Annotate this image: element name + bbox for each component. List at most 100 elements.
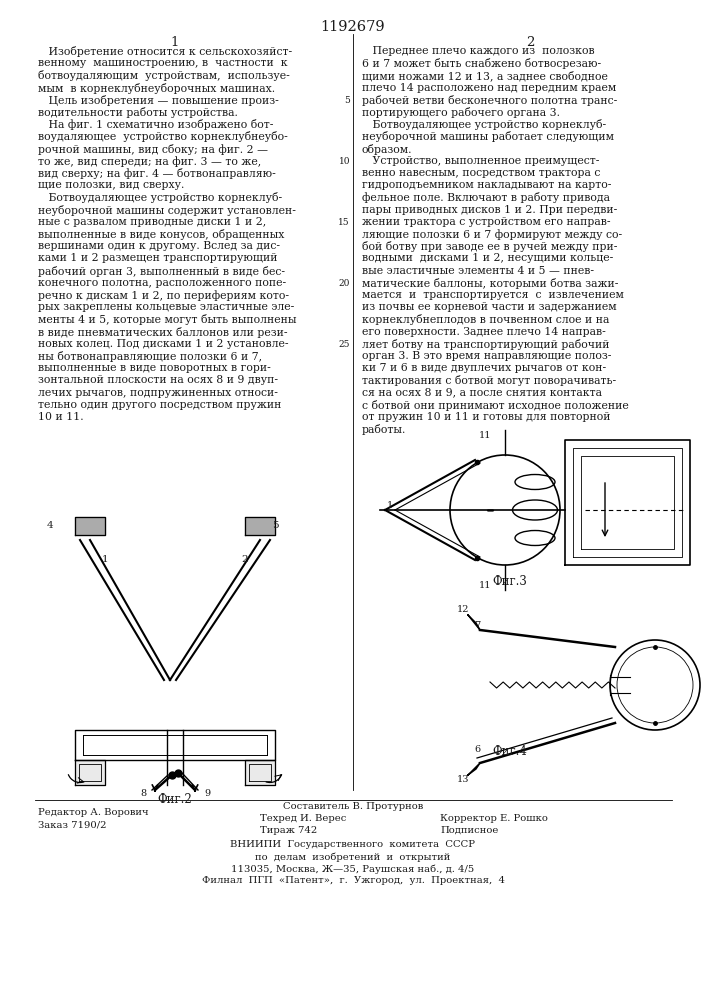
Text: Корректор Е. Рошко: Корректор Е. Рошко (440, 814, 548, 823)
Text: На фиг. 1 схематично изображено бот-: На фиг. 1 схематично изображено бот- (38, 119, 274, 130)
Text: мым  в корнеклубнеуборочных машинах.: мым в корнеклубнеуборочных машинах. (38, 83, 275, 94)
Text: орган 3. В это время направляющие полоз-: орган 3. В это время направляющие полоз- (362, 351, 612, 361)
Text: Фиг.2: Фиг.2 (158, 793, 192, 806)
Text: корнеклубнеплодов в почвенном слое и на: корнеклубнеплодов в почвенном слое и на (362, 314, 609, 325)
Text: Филнал  ПГП  «Патент»,  г.  Ужгород,  ул.  Проектная,  4: Филнал ПГП «Патент», г. Ужгород, ул. Про… (201, 876, 505, 885)
Text: Подписное: Подписное (440, 826, 498, 835)
Text: Цель изобретения — повышение произ-: Цель изобретения — повышение произ- (38, 95, 279, 106)
Text: менты 4 и 5, которые могут быть выполнены: менты 4 и 5, которые могут быть выполнен… (38, 314, 296, 325)
Text: воудаляющее  устройство корнеклубнеубо-: воудаляющее устройство корнеклубнеубо- (38, 131, 288, 142)
Text: вые эластичные элементы 4 и 5 — пнев-: вые эластичные элементы 4 и 5 — пнев- (362, 266, 594, 276)
Polygon shape (75, 517, 105, 535)
Text: водными  дисками 1 и 2, несущими кольце-: водными дисками 1 и 2, несущими кольце- (362, 253, 613, 263)
Text: 11: 11 (479, 580, 491, 589)
Text: Техред И. Верес: Техред И. Верес (260, 814, 346, 823)
Text: рочной машины, вид сбоку; на фиг. 2 —: рочной машины, вид сбоку; на фиг. 2 — (38, 144, 268, 155)
Polygon shape (468, 763, 480, 775)
Text: выполненные в виде поворотных в гори-: выполненные в виде поворотных в гори- (38, 363, 271, 373)
Text: 1: 1 (387, 500, 393, 510)
Text: выполненные в виде конусов, обращенных: выполненные в виде конусов, обращенных (38, 229, 284, 240)
Text: Тираж 742: Тираж 742 (260, 826, 317, 835)
Text: 15: 15 (339, 218, 350, 227)
Text: 10 и 11.: 10 и 11. (38, 412, 83, 422)
Text: зонтальной плоскости на осях 8 и 9 двуп-: зонтальной плоскости на осях 8 и 9 двуп- (38, 375, 278, 385)
Text: щие полозки, вид сверху.: щие полозки, вид сверху. (38, 180, 185, 190)
Text: рабочий орган 3, выполненный в виде бес-: рабочий орган 3, выполненный в виде бес- (38, 266, 285, 277)
Text: плечо 14 расположено над передним краем: плечо 14 расположено над передним краем (362, 83, 617, 93)
Text: от пружин 10 и 11 и готовы для повторной: от пружин 10 и 11 и готовы для повторной (362, 412, 611, 422)
Text: 7: 7 (474, 620, 480, 630)
Text: матические баллоны, которыми ботва зажи-: матические баллоны, которыми ботва зажи- (362, 278, 619, 289)
Text: лечих рычагов, подпружиненных относи-: лечих рычагов, подпружиненных относи- (38, 388, 278, 398)
Text: ками 1 и 2 размещен транспортирующий: ками 1 и 2 размещен транспортирующий (38, 253, 278, 263)
Text: бой ботву при заводе ее в ручей между при-: бой ботву при заводе ее в ручей между пр… (362, 241, 617, 252)
Text: рых закреплены кольцевые эластичные эле-: рых закреплены кольцевые эластичные эле- (38, 302, 294, 312)
Text: 12: 12 (457, 605, 469, 614)
Text: Заказ 7190/2: Заказ 7190/2 (38, 820, 107, 829)
Text: фельное поле. Включают в работу привода: фельное поле. Включают в работу привода (362, 192, 610, 203)
Text: тельно один другого посредством пружин: тельно один другого посредством пружин (38, 400, 281, 410)
Text: 9: 9 (204, 788, 210, 798)
Text: 1192679: 1192679 (321, 20, 385, 34)
Text: ляет ботву на транспортирующий рабочий: ляет ботву на транспортирующий рабочий (362, 339, 609, 350)
Text: Устройство, выполненное преимущест-: Устройство, выполненное преимущест- (362, 156, 600, 166)
Text: 5: 5 (344, 96, 350, 105)
Text: пары приводных дисков 1 и 2. При передви-: пары приводных дисков 1 и 2. При передви… (362, 205, 617, 215)
Text: ны ботвонаправляющие полозки 6 и 7,: ны ботвонаправляющие полозки 6 и 7, (38, 351, 262, 362)
Text: 10: 10 (339, 157, 350, 166)
Text: 4: 4 (47, 522, 53, 530)
Text: Ботвоудаляющее устройство корнеклуб-: Ботвоудаляющее устройство корнеклуб- (38, 192, 282, 203)
Text: Составитель В. Протурнов: Составитель В. Протурнов (283, 802, 423, 811)
Text: Фиг.3: Фиг.3 (493, 575, 527, 588)
Text: тактирования с ботвой могут поворачивать-: тактирования с ботвой могут поворачивать… (362, 375, 616, 386)
Text: то же, вид спереди; на фиг. 3 — то же,: то же, вид спереди; на фиг. 3 — то же, (38, 156, 262, 167)
Text: ся на осях 8 и 9, а после снятия контакта: ся на осях 8 и 9, а после снятия контакт… (362, 388, 602, 398)
Text: венному  машиностроению, в  частности  к: венному машиностроению, в частности к (38, 58, 288, 68)
Text: жении трактора с устройством его направ-: жении трактора с устройством его направ- (362, 217, 611, 227)
Text: вид сверху; на фиг. 4 — ботвонаправляю-: вид сверху; на фиг. 4 — ботвонаправляю- (38, 168, 276, 179)
Text: ботвоудаляющим  устройствам,  используе-: ботвоудаляющим устройствам, используе- (38, 70, 290, 81)
Text: работы.: работы. (362, 424, 407, 435)
Text: рабочей ветви бесконечного полотна транс-: рабочей ветви бесконечного полотна транс… (362, 95, 617, 106)
Text: 8: 8 (140, 788, 146, 798)
Text: ляющие полозки 6 и 7 формируют между со-: ляющие полозки 6 и 7 формируют между со- (362, 229, 622, 240)
Text: гидроподъемником накладывают на карто-: гидроподъемником накладывают на карто- (362, 180, 612, 190)
Text: 113035, Москва, Ж—35, Раушская наб., д. 4/5: 113035, Москва, Ж—35, Раушская наб., д. … (231, 864, 474, 874)
Text: щими ножами 12 и 13, а заднее свободное: щими ножами 12 и 13, а заднее свободное (362, 70, 608, 81)
Text: 1: 1 (102, 556, 108, 564)
Text: ВНИИПИ  Государственного  комитета  СССР: ВНИИПИ Государственного комитета СССР (230, 840, 476, 849)
Text: Переднее плечо каждого из  полозков: Переднее плечо каждого из полозков (362, 46, 595, 56)
Text: портирующего рабочего органа 3.: портирующего рабочего органа 3. (362, 107, 560, 118)
Text: Изобретение относится к сельскохозяйст-: Изобретение относится к сельскохозяйст- (38, 46, 292, 57)
Text: 2: 2 (526, 36, 534, 49)
Text: 25: 25 (339, 340, 350, 349)
Text: из почвы ее корневой части и задержанием: из почвы ее корневой части и задержанием (362, 302, 617, 312)
Text: 5: 5 (271, 522, 279, 530)
Text: 11: 11 (479, 430, 491, 440)
Text: 20: 20 (339, 279, 350, 288)
Text: конечного полотна, расположенного попе-: конечного полотна, расположенного попе- (38, 278, 286, 288)
Text: по  делам  изобретений  и  открытий: по делам изобретений и открытий (255, 852, 450, 861)
Text: Ботвоудаляющее устройство корнеклуб-: Ботвоудаляющее устройство корнеклуб- (362, 119, 606, 130)
Text: ки 7 и 6 в виде двуплечих рычагов от кон-: ки 7 и 6 в виде двуплечих рычагов от кон… (362, 363, 606, 373)
Text: образом.: образом. (362, 144, 412, 155)
Text: 6 и 7 может быть снабжено ботвосрезаю-: 6 и 7 может быть снабжено ботвосрезаю- (362, 58, 601, 69)
Text: неуборочной машины работает следующим: неуборочной машины работает следующим (362, 131, 614, 142)
Text: ные с развалом приводные диски 1 и 2,: ные с развалом приводные диски 1 и 2, (38, 217, 267, 227)
Text: его поверхности. Заднее плечо 14 направ-: его поверхности. Заднее плечо 14 направ- (362, 327, 606, 337)
Polygon shape (245, 517, 275, 535)
Text: мается  и  транспортируется  с  извлечением: мается и транспортируется с извлечением (362, 290, 624, 300)
Text: 13: 13 (457, 776, 469, 784)
Text: 2: 2 (242, 556, 248, 564)
Text: новых колец. Под дисками 1 и 2 установле-: новых колец. Под дисками 1 и 2 установле… (38, 339, 288, 349)
Text: вершинами один к другому. Вслед за дис-: вершинами один к другому. Вслед за дис- (38, 241, 280, 251)
Text: речно к дискам 1 и 2, по перифериям кото-: речно к дискам 1 и 2, по перифериям кото… (38, 290, 289, 301)
Text: в виде пневматических баллонов или рези-: в виде пневматических баллонов или рези- (38, 327, 288, 338)
Text: 6: 6 (474, 746, 480, 754)
Polygon shape (468, 615, 480, 630)
Text: Редактор А. Ворович: Редактор А. Ворович (38, 808, 148, 817)
Text: Фиг.4: Фиг.4 (493, 745, 527, 758)
Text: неуборочной машины содержит установлен-: неуборочной машины содержит установлен- (38, 205, 296, 216)
Text: венно навесным, посредством трактора с: венно навесным, посредством трактора с (362, 168, 600, 178)
Polygon shape (245, 760, 275, 785)
